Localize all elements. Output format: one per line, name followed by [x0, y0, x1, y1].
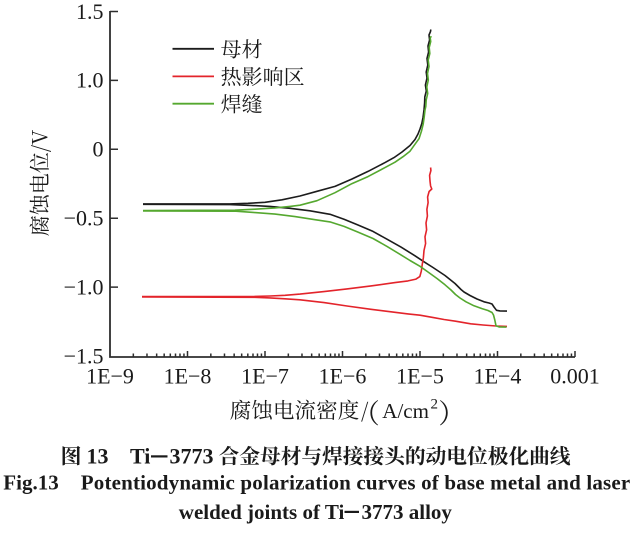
svg-text:1.0: 1.0: [76, 68, 104, 93]
svg-text:−1.0: −1.0: [64, 274, 104, 299]
svg-text:13: 13: [87, 444, 109, 469]
svg-text:1E−6: 1E−6: [319, 364, 367, 389]
svg-text:Fig.13: Fig.13: [3, 471, 58, 495]
svg-text:1E−5: 1E−5: [396, 364, 444, 389]
svg-text:welded joints of Ti: welded joints of Ti: [179, 500, 345, 524]
svg-text:−1.5: −1.5: [64, 343, 104, 368]
svg-text:Potentiodynamic polarization c: Potentiodynamic polarization curves of b…: [81, 471, 631, 495]
svg-text:0.001: 0.001: [550, 364, 600, 389]
svg-text:1.5: 1.5: [76, 0, 104, 24]
svg-text:3773 alloy: 3773 alloy: [362, 500, 453, 524]
svg-text:1E−9: 1E−9: [86, 364, 134, 389]
svg-text:1E−7: 1E−7: [241, 364, 289, 389]
svg-text:1E−8: 1E−8: [164, 364, 212, 389]
svg-text:2: 2: [431, 397, 439, 413]
svg-text:3773: 3773: [170, 444, 214, 469]
svg-text:A/cm: A/cm: [382, 399, 429, 423]
svg-text:−0.5: −0.5: [64, 206, 104, 231]
svg-text:1E−4: 1E−4: [474, 364, 522, 389]
svg-text:0: 0: [93, 137, 104, 162]
svg-text:Ti: Ti: [130, 444, 150, 469]
